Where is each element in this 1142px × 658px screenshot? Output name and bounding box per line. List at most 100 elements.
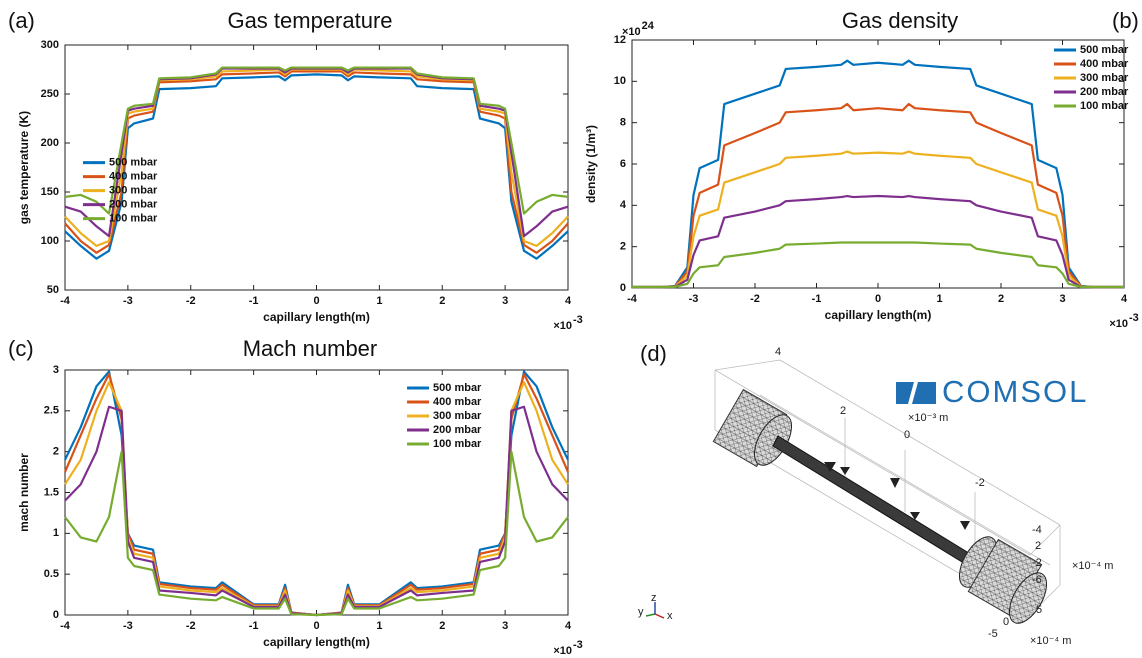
legend-label: 500 mbar [109, 157, 158, 169]
y-tick-label: 1 [53, 527, 59, 539]
x-tick-label: -2 [186, 295, 196, 307]
exponent-power: 24 [642, 20, 655, 32]
x-tick-label: 2 [439, 295, 445, 307]
x-tick-label: 0 [313, 295, 319, 307]
legend-label: 300 mbar [109, 185, 158, 197]
legend-label: 300 mbar [1080, 72, 1129, 84]
exponent-base: ×10 [622, 26, 641, 38]
exponent-base: ×10 [553, 320, 572, 332]
panel-label: (c) [8, 336, 34, 361]
y-tick-label: 50 [47, 284, 59, 296]
y-tick-label: 150 [41, 186, 59, 198]
axis-tick: 0 [904, 429, 910, 441]
x-axis-label: capillary length(m) [263, 635, 370, 649]
legend-label: 400 mbar [1080, 58, 1129, 70]
axis-unit: ×10⁻⁴ m [1030, 635, 1071, 647]
x-tick-label: -1 [812, 293, 822, 305]
legend-label: 500 mbar [433, 382, 482, 394]
axis-tick: 2 [840, 405, 846, 417]
y-tick-label: 300 [41, 39, 59, 51]
x-tick-label: -1 [249, 620, 259, 632]
y-axis-label: density (1/m³) [584, 125, 598, 203]
y-tick-label: 10 [614, 75, 626, 87]
legend-label: 200 mbar [433, 424, 482, 436]
y-tick-label: 0 [620, 282, 626, 294]
axis-tick: -5 [988, 628, 998, 640]
y-tick-label: 200 [41, 137, 59, 149]
plot-area [65, 370, 568, 615]
x-tick-label: -2 [186, 620, 196, 632]
chart-title: Gas density [842, 8, 958, 33]
y-tick-label: 8 [620, 117, 626, 129]
y-axis-label: mach number [17, 453, 31, 532]
triad-label: x [667, 610, 673, 622]
y-tick-label: 1.5 [44, 486, 59, 498]
x-tick-label: 2 [998, 293, 1004, 305]
panel-label: (d) [640, 341, 667, 366]
x-tick-label: 0 [313, 620, 319, 632]
legend-label: 300 mbar [433, 410, 482, 422]
legend-label: 400 mbar [433, 396, 482, 408]
plot-frame [65, 370, 568, 615]
plot-frame [632, 40, 1124, 288]
axis-tick: 2 [1035, 540, 1041, 552]
panel-label: (b) [1112, 8, 1139, 33]
axis-tick: -6 [1032, 574, 1042, 586]
exponent-power: -3 [573, 314, 583, 326]
y-tick-label: 250 [41, 88, 59, 100]
capillary-geometry [713, 390, 1054, 630]
axis-tick: -4 [1032, 524, 1042, 536]
panel-label: (a) [8, 8, 35, 33]
axis-unit: ×10⁻⁴ m [1072, 560, 1113, 572]
x-tick-label: 1 [376, 295, 382, 307]
legend-label: 200 mbar [109, 199, 158, 211]
y-tick-label: 4 [620, 199, 627, 211]
y-tick-label: 0.5 [44, 568, 59, 580]
y-tick-label: 0 [53, 609, 59, 621]
y-tick-label: 100 [41, 235, 59, 247]
x-tick-label: -3 [123, 620, 133, 632]
x-tick-label: 4 [565, 295, 572, 307]
axis-tick: -2 [1032, 557, 1042, 569]
x-tick-label: -2 [750, 293, 760, 305]
x-tick-label: -3 [123, 295, 133, 307]
plot-area [632, 40, 1124, 288]
x-tick-label: 3 [502, 295, 508, 307]
chart-title: Mach number [243, 336, 378, 361]
x-tick-label: 1 [936, 293, 942, 305]
comsol-panel: (d) COMSOL 4 2 0 -2 ×10⁻³ m -4 2 -2 -6 ×… [638, 341, 1113, 647]
x-axis-label: capillary length(m) [263, 310, 370, 324]
y-tick-label: 3 [53, 364, 59, 376]
axis-unit: ×10⁻³ m [908, 412, 948, 424]
x-tick-label: -1 [249, 295, 259, 307]
axis-triad: y z x [638, 592, 673, 622]
x-tick-label: 3 [502, 620, 508, 632]
legend-label: 100 mbar [1080, 100, 1129, 112]
x-tick-label: 4 [565, 620, 572, 632]
x-tick-label: -4 [60, 620, 71, 632]
x-tick-label: 1 [376, 620, 382, 632]
legend-label: 200 mbar [1080, 86, 1129, 98]
x-tick-label: -4 [627, 293, 638, 305]
axis-tick: 4 [775, 346, 781, 358]
exponent-base: ×10 [553, 645, 572, 657]
comsol-logo: COMSOL [896, 374, 1088, 409]
triad-label: z [651, 592, 657, 604]
y-tick-label: 2 [620, 241, 626, 253]
y-tick-label: 6 [620, 158, 626, 170]
legend-label: 500 mbar [1080, 44, 1129, 56]
figure: (d) COMSOL 4 2 0 -2 ×10⁻³ m -4 2 -2 -6 ×… [0, 0, 1142, 658]
chart-title: Gas temperature [227, 8, 392, 33]
triad-label: y [638, 606, 644, 618]
y-axis-label: gas temperature (K) [17, 111, 31, 224]
logo-text: COMSOL [942, 374, 1088, 409]
x-tick-label: -3 [689, 293, 699, 305]
axis-tick: -2 [975, 477, 985, 489]
axis-tick: 5 [1036, 604, 1042, 616]
legend-label: 400 mbar [109, 171, 158, 183]
x-tick-label: 3 [1059, 293, 1065, 305]
axis-tick: 0 [1003, 616, 1009, 628]
y-tick-label: 2 [53, 446, 59, 458]
exponent-power: -3 [573, 639, 583, 651]
legend-label: 100 mbar [433, 438, 482, 450]
